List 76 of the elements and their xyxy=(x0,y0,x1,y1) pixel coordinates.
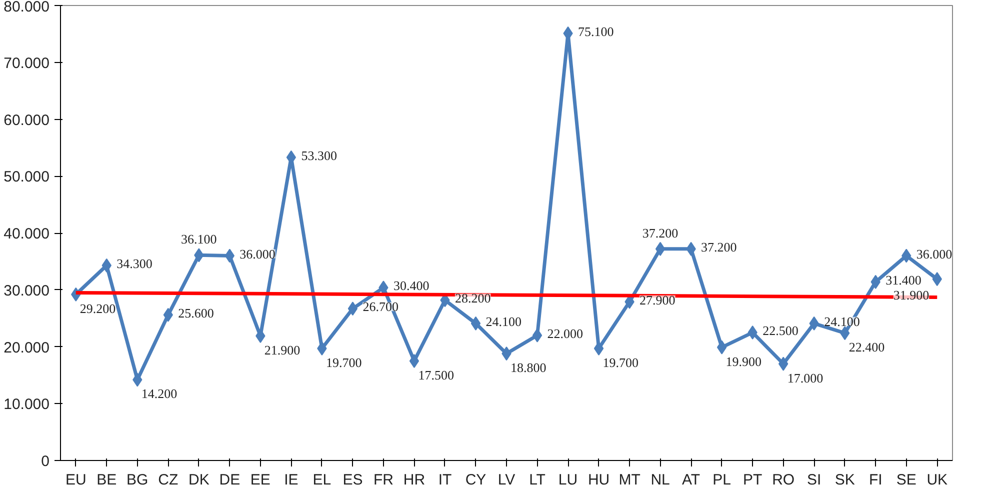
x-tick-label: PL xyxy=(712,472,731,488)
x-tick-label: IT xyxy=(438,472,452,488)
data-label: 75.100 xyxy=(578,24,614,39)
data-label: 24.100 xyxy=(486,314,522,329)
data-label: 28.200 xyxy=(454,290,491,306)
data-label: 21.900 xyxy=(264,342,300,358)
x-tick-label: DE xyxy=(219,472,240,488)
y-tick-label: 40.000 xyxy=(4,226,50,242)
data-label: 27.900 xyxy=(640,292,676,308)
point xyxy=(348,302,358,316)
data-label: 30.400 xyxy=(393,278,430,294)
data-label: 22.400 xyxy=(848,340,885,355)
x-tick-label: FR xyxy=(373,472,394,488)
x-tick-label: NL xyxy=(650,472,670,488)
y-tick-label: 10.000 xyxy=(4,396,50,414)
point xyxy=(594,341,604,356)
x-tick-label: BE xyxy=(96,472,117,488)
x-tick-label: PT xyxy=(742,472,762,488)
x-tick-label: BG xyxy=(126,472,148,488)
x-tick-label: FI xyxy=(868,472,882,488)
x-tick-label: RO xyxy=(772,472,795,488)
data-label: 37.200 xyxy=(642,225,678,240)
data-label: 31.400 xyxy=(886,272,922,288)
data-label: 19.900 xyxy=(726,354,762,369)
y-tick-label: 80.000 xyxy=(4,0,50,16)
y-tick-label: 30.000 xyxy=(4,282,50,300)
data-label: 17.000 xyxy=(787,370,824,386)
data-label: 18.800 xyxy=(510,360,546,376)
data-label: 26.700 xyxy=(362,299,398,314)
x-tick-label: EU xyxy=(65,472,86,488)
data-label: 22.000 xyxy=(547,326,584,341)
x-tick-label: EL xyxy=(312,472,332,488)
data-label: 19.700 xyxy=(602,354,639,370)
x-tick-label: HU xyxy=(588,472,610,488)
point xyxy=(470,316,481,330)
data-label: 29.200 xyxy=(80,300,116,316)
data-label: 31.900 xyxy=(893,288,930,303)
x-tick-label: DK xyxy=(188,472,210,488)
y-tick-label: 50.000 xyxy=(4,168,50,186)
point xyxy=(532,328,542,342)
x-tick-label: HR xyxy=(403,472,426,488)
y-tick-label: 20.000 xyxy=(4,339,50,356)
x-tick-label: SK xyxy=(834,472,855,488)
data-label: 25.600 xyxy=(178,305,214,320)
data-label: 22.500 xyxy=(762,323,798,338)
data-label: 37.200 xyxy=(701,239,737,254)
x-tick-label: LV xyxy=(498,472,516,488)
x-tick-label: CY xyxy=(465,472,486,488)
data-label: 36.000 xyxy=(916,246,952,262)
point xyxy=(409,354,420,368)
data-label: 53.300 xyxy=(301,148,337,163)
x-tick-label: LU xyxy=(558,472,578,488)
x-tick-label: SE xyxy=(896,472,916,488)
data-label: 19.700 xyxy=(326,354,362,370)
x-tick-label: AT xyxy=(682,472,700,488)
x-tick-label: IE xyxy=(284,472,298,488)
y-tick-label: 60.000 xyxy=(4,112,50,129)
point xyxy=(716,340,727,354)
data-label: 24.100 xyxy=(824,314,860,329)
x-tick-label: CZ xyxy=(158,472,178,488)
data-label: 36.100 xyxy=(181,232,217,247)
point xyxy=(778,356,788,371)
x-tick-label: MT xyxy=(618,472,640,488)
data-label: 36.000 xyxy=(240,246,276,262)
x-tick-label: LT xyxy=(529,472,546,488)
data-label: 14.200 xyxy=(141,386,178,402)
x-tick-label: UK xyxy=(926,472,948,488)
point xyxy=(655,242,666,256)
data-label: 17.500 xyxy=(418,367,454,382)
x-tick-label: EE xyxy=(250,472,270,488)
x-tick-label: SI xyxy=(807,472,822,488)
point xyxy=(224,248,235,263)
data-label: 34.300 xyxy=(116,256,152,271)
x-tick-label: ES xyxy=(342,472,363,488)
y-tick-label: 70.000 xyxy=(4,54,50,72)
y-tick-label: 0 xyxy=(41,453,50,470)
